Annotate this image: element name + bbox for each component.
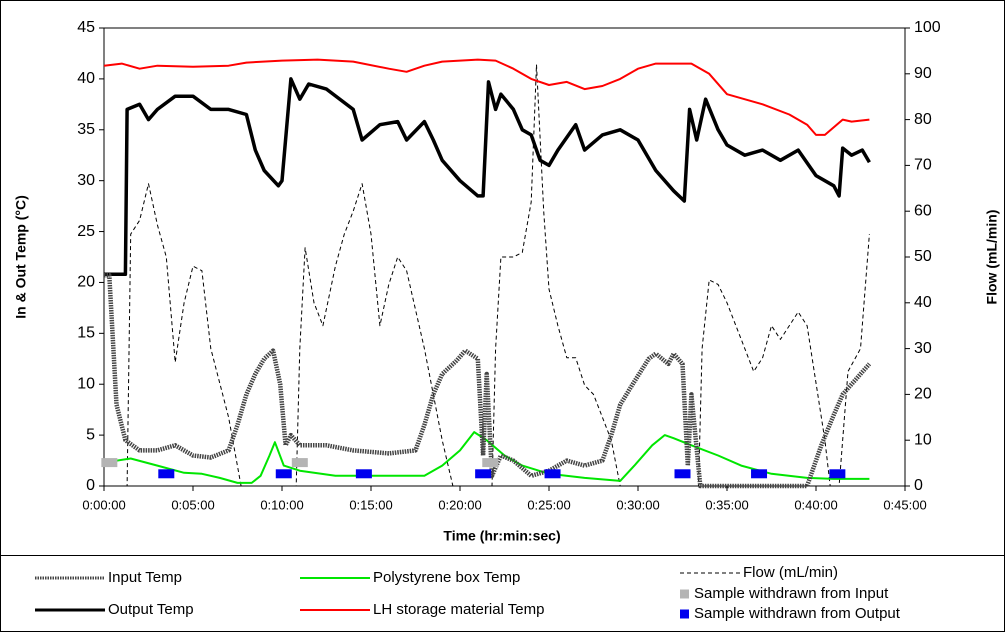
y-axis-title: In & Out Temp (°C) (13, 195, 29, 319)
y2-tick-label: 80 (914, 111, 932, 128)
sample-marker (544, 469, 561, 479)
legend-label: Sample withdrawn from Input (694, 585, 889, 602)
series-line (104, 273, 872, 489)
series-line (104, 64, 870, 487)
y-tick-label: 35 (77, 121, 95, 138)
y2-tick-label: 70 (914, 157, 932, 174)
y2-tick-label: 10 (914, 431, 932, 448)
y-tick-label: 25 (77, 223, 95, 240)
legend-label: Input Temp (108, 569, 182, 586)
y2-tick-label: 0 (914, 477, 923, 494)
sample-marker (482, 458, 499, 468)
y-tick-label: 30 (77, 172, 95, 189)
y2-tick-label: 20 (914, 386, 932, 403)
y-tick-label: 5 (86, 426, 95, 443)
y-tick-label: 15 (77, 325, 95, 342)
y-tick-label: 45 (77, 19, 95, 36)
x-tick-label: 0:05:00 (171, 497, 214, 512)
x-axis-title: Time (hr:min:sec) (443, 528, 560, 544)
y-tick-label: 10 (77, 375, 95, 392)
legend-swatch (680, 609, 689, 619)
sample-marker (275, 469, 292, 479)
y-tick-label: 40 (77, 70, 95, 87)
y2-tick-label: 100 (914, 19, 941, 36)
x-tick-label: 0:10:00 (260, 497, 303, 512)
y2-tick-label: 40 (914, 294, 932, 311)
legend-label: Polystyrene box Temp (373, 569, 520, 586)
sample-marker (829, 469, 846, 479)
x-tick-label: 0:15:00 (349, 497, 392, 512)
x-tick-label: 0:35:00 (705, 497, 748, 512)
y-tick-label: 0 (86, 477, 95, 494)
series-line (104, 77, 871, 277)
x-tick-label: 0:00:00 (82, 497, 125, 512)
x-tick-label: 0:45:00 (883, 497, 926, 512)
x-tick-label: 0:25:00 (527, 497, 570, 512)
x-tick-label: 0:40:00 (794, 497, 837, 512)
sample-marker (158, 469, 175, 479)
x-tick-label: 0:20:00 (438, 497, 481, 512)
legend-label: Flow (mL/min) (743, 564, 838, 581)
legend-label: Sample withdrawn from Output (694, 605, 901, 622)
sample-marker (475, 469, 492, 479)
sample-marker (101, 458, 118, 468)
y2-axis-title: Flow (mL/min) (984, 210, 1000, 305)
sample-marker (355, 469, 372, 479)
y2-tick-label: 90 (914, 65, 932, 82)
y2-tick-label: 60 (914, 202, 932, 219)
legend-swatch (680, 589, 689, 599)
series-line (103, 58, 870, 136)
sample-marker (751, 469, 768, 479)
sample-marker (674, 469, 691, 479)
sample-marker (291, 458, 308, 468)
series-line (103, 431, 870, 484)
legend-label: Output Temp (108, 601, 194, 618)
y2-tick-label: 50 (914, 248, 932, 265)
x-tick-label: 0:30:00 (616, 497, 659, 512)
y-tick-label: 20 (77, 274, 95, 291)
y2-tick-label: 30 (914, 340, 932, 357)
legend-label: LH storage material Temp (373, 601, 544, 618)
